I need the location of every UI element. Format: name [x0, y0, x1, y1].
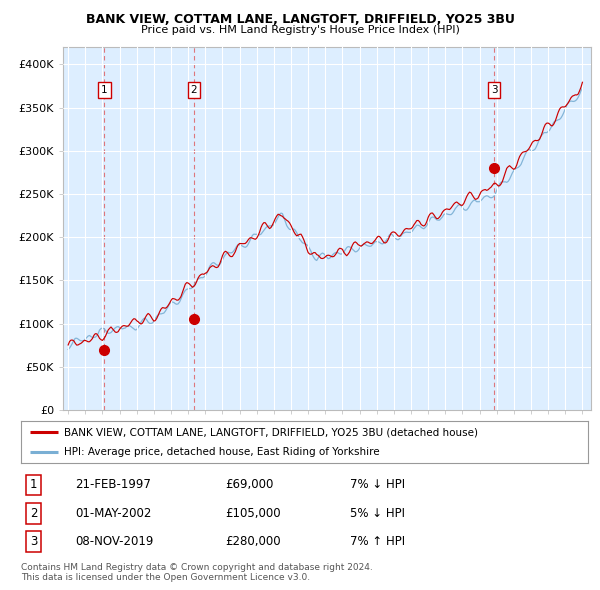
Text: HPI: Average price, detached house, East Riding of Yorkshire: HPI: Average price, detached house, East…	[64, 447, 379, 457]
Text: £105,000: £105,000	[225, 507, 281, 520]
Text: 01-MAY-2002: 01-MAY-2002	[75, 507, 151, 520]
Text: 2: 2	[30, 507, 37, 520]
Text: 7% ↓ HPI: 7% ↓ HPI	[350, 478, 405, 491]
Text: 2: 2	[190, 86, 197, 96]
Text: 08-NOV-2019: 08-NOV-2019	[75, 535, 153, 548]
Text: BANK VIEW, COTTAM LANE, LANGTOFT, DRIFFIELD, YO25 3BU (detached house): BANK VIEW, COTTAM LANE, LANGTOFT, DRIFFI…	[64, 427, 478, 437]
Text: £69,000: £69,000	[225, 478, 274, 491]
Text: 5% ↓ HPI: 5% ↓ HPI	[350, 507, 405, 520]
Text: 1: 1	[30, 478, 37, 491]
Text: £280,000: £280,000	[225, 535, 281, 548]
Text: Contains HM Land Registry data © Crown copyright and database right 2024.: Contains HM Land Registry data © Crown c…	[21, 563, 373, 572]
Text: 1: 1	[101, 86, 108, 96]
Text: BANK VIEW, COTTAM LANE, LANGTOFT, DRIFFIELD, YO25 3BU: BANK VIEW, COTTAM LANE, LANGTOFT, DRIFFI…	[86, 13, 514, 26]
Text: Price paid vs. HM Land Registry's House Price Index (HPI): Price paid vs. HM Land Registry's House …	[140, 25, 460, 35]
Text: 3: 3	[491, 86, 497, 96]
Text: 3: 3	[30, 535, 37, 548]
Text: 21-FEB-1997: 21-FEB-1997	[75, 478, 151, 491]
Text: 7% ↑ HPI: 7% ↑ HPI	[350, 535, 405, 548]
Text: This data is licensed under the Open Government Licence v3.0.: This data is licensed under the Open Gov…	[21, 573, 310, 582]
